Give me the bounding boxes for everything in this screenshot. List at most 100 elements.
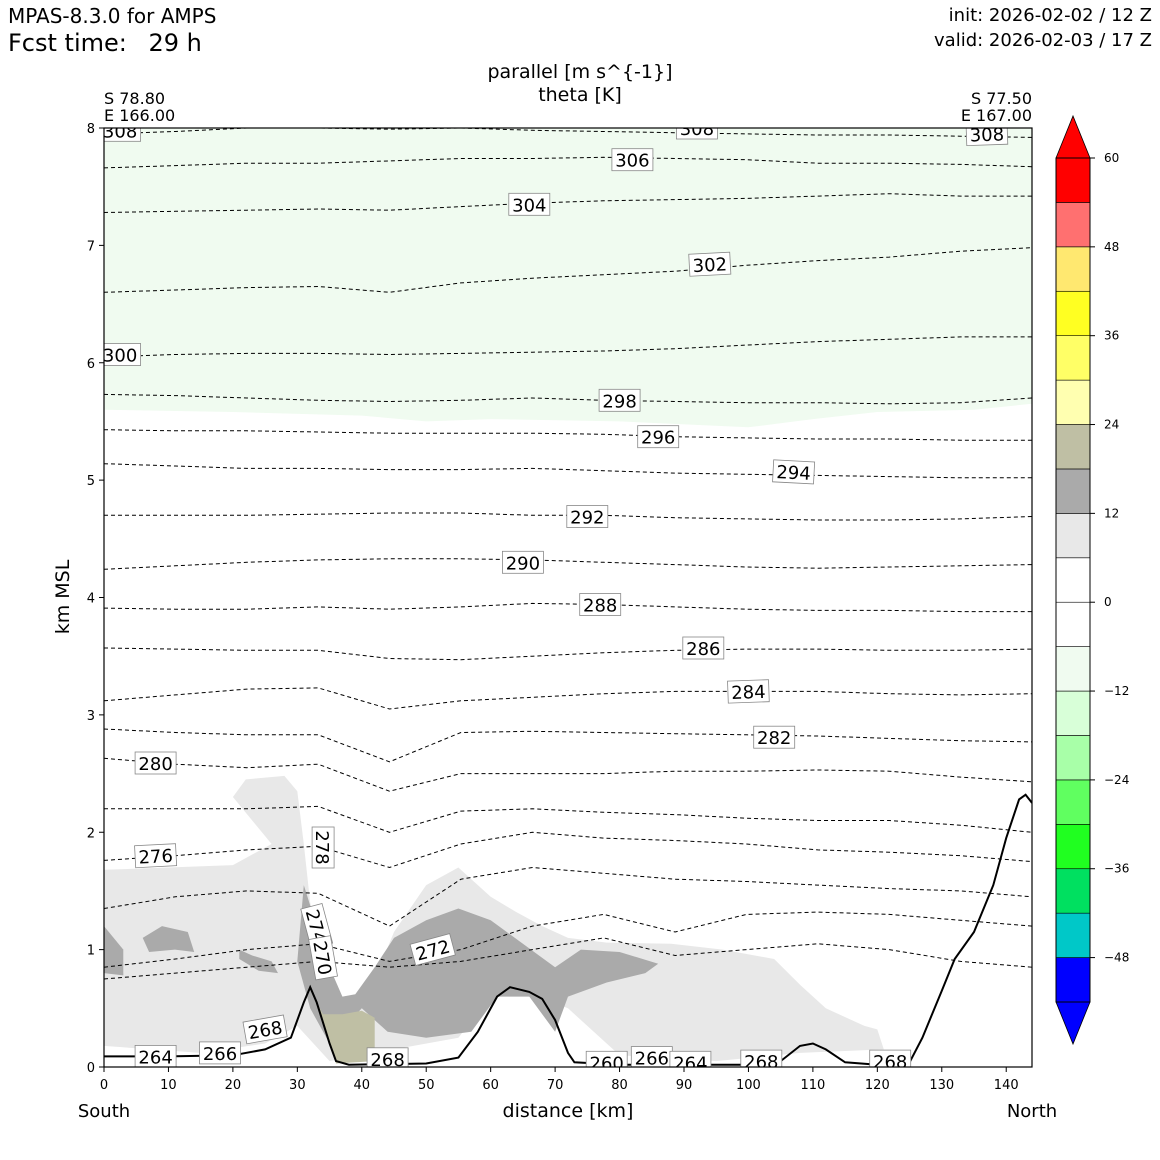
x-tick-label: 120 — [865, 1078, 890, 1093]
isentrope-286 — [104, 647, 1032, 661]
y-tick-label: 8 — [87, 122, 95, 137]
contour-label-278: 278 — [311, 826, 335, 869]
valid-time: valid: 2026-02-03 / 17 Z — [934, 30, 1152, 51]
colorbar-segment — [1055, 335, 1091, 381]
isentrope-282 — [104, 728, 1032, 763]
y-axis-ticks: 0 1 2 3 4 5 6 7 8 — [87, 122, 104, 1076]
colorbar-tick-label: 24 — [1104, 418, 1119, 432]
contour-label-304: 304 — [508, 192, 551, 216]
contour-label-266: 266 — [630, 1046, 673, 1067]
contour-label-272: 272 — [409, 933, 456, 967]
chart-title-line1: parallel [m s^{-1}] — [487, 61, 672, 83]
contour-label-292: 292 — [566, 505, 609, 529]
svg-text:306: 306 — [615, 151, 649, 172]
isentrope-276 — [104, 831, 1032, 869]
contour-label-294: 294 — [772, 459, 816, 485]
contour-label-296: 296 — [637, 425, 680, 449]
svg-text:264: 264 — [673, 1053, 707, 1074]
shade-dark-gray-core — [297, 885, 659, 1044]
svg-text:276: 276 — [138, 846, 173, 869]
contour-label-306: 306 — [611, 148, 654, 172]
x-tick-label: 110 — [800, 1078, 825, 1093]
x-end-label-north: North — [1007, 1101, 1057, 1122]
isentrope-302 — [104, 247, 1032, 293]
x-tick-label: 10 — [160, 1078, 177, 1093]
chart-title-line2: theta [K] — [538, 84, 622, 106]
contour-label-264: 264 — [134, 1045, 177, 1068]
colorbar-segment — [1055, 824, 1091, 870]
model-title: MPAS-8.3.0 for AMPS — [8, 4, 217, 28]
x-tick-label: 80 — [611, 1078, 628, 1093]
svg-text:280: 280 — [138, 754, 172, 775]
colorbar-segment — [1055, 424, 1091, 470]
contour-label-290: 290 — [502, 550, 544, 574]
svg-text:304: 304 — [512, 195, 546, 216]
isentrope-278 — [104, 805, 1032, 833]
colorbar-segment — [1055, 601, 1091, 647]
isentrope-298 — [104, 393, 1032, 405]
colorbar-segment — [1055, 779, 1091, 825]
svg-text:266: 266 — [203, 1044, 237, 1065]
colorbar-tick-label: 48 — [1104, 240, 1119, 254]
isentrope-288 — [104, 602, 1032, 613]
colorbar-segment — [1055, 912, 1091, 958]
right-point-lon: E 167.00 — [961, 106, 1032, 125]
colorbar-tick-label: 12 — [1104, 506, 1119, 520]
isentrope-280 — [104, 757, 1032, 792]
svg-text:282: 282 — [757, 728, 791, 749]
svg-text:286: 286 — [686, 639, 720, 660]
colorbar-segment — [1055, 246, 1091, 292]
svg-text:264: 264 — [138, 1047, 172, 1068]
isentrope-284 — [104, 687, 1032, 710]
svg-text:288: 288 — [583, 596, 617, 617]
isentrope-274 — [104, 866, 1032, 927]
contour-label-268: 268 — [740, 1049, 783, 1073]
colorbar-tick-label: 36 — [1104, 329, 1119, 343]
x-tick-label: 130 — [929, 1078, 954, 1093]
colorbar-segment — [1055, 290, 1091, 336]
contour-label-270: 270 — [308, 935, 338, 981]
isentrope-304 — [104, 193, 1032, 213]
colorbar-extend-max — [1055, 114, 1091, 159]
y-tick-label: 6 — [87, 357, 95, 372]
colorbar-tick-label: 60 — [1104, 151, 1119, 165]
colorbar: 60 48 36 24 12 0 −12 −24 −36 −48 — [1055, 114, 1129, 1046]
colorbar-segment — [1055, 379, 1091, 425]
svg-text:268: 268 — [744, 1052, 778, 1073]
colorbar-tick-label: −24 — [1104, 773, 1129, 787]
svg-text:292: 292 — [570, 508, 604, 529]
forecast-time-label: Fcst time: — [8, 29, 127, 57]
svg-text:284: 284 — [731, 682, 766, 704]
x-tick-label: 100 — [736, 1078, 761, 1093]
isentrope-272 — [104, 911, 1032, 968]
init-time: init: 2026-02-02 / 12 Z — [948, 5, 1152, 26]
svg-text:308: 308 — [969, 124, 1004, 146]
svg-text:296: 296 — [641, 428, 675, 449]
y-axis-label: km MSL — [52, 559, 74, 634]
right-point-lat: S 77.50 — [971, 89, 1032, 108]
contour-label-308: 308 — [965, 124, 1009, 146]
terrain-line — [104, 793, 1032, 1066]
isentrope-270 — [104, 937, 1032, 980]
x-tick-label: 50 — [418, 1078, 435, 1093]
shade-dark-gray-patch — [142, 926, 195, 952]
contour-label-280: 280 — [134, 751, 177, 775]
svg-text:268: 268 — [873, 1052, 907, 1073]
svg-text:268: 268 — [370, 1050, 404, 1071]
colorbar-tick-label: 0 — [1104, 595, 1112, 609]
y-tick-label: 4 — [87, 592, 95, 607]
colorbar-segment — [1055, 735, 1091, 781]
isentrope-308 — [104, 128, 1032, 138]
x-tick-label: 90 — [676, 1078, 693, 1093]
left-point-lon: E 166.00 — [104, 106, 175, 125]
contour-label-268: 268 — [366, 1047, 409, 1071]
x-tick-label: 30 — [289, 1078, 306, 1093]
colorbar-segment — [1055, 513, 1091, 559]
x-tick-label: 40 — [354, 1078, 371, 1093]
isentrope-300 — [104, 336, 1032, 358]
svg-text:308: 308 — [103, 121, 137, 142]
forecast-time: Fcst time: 29 h — [8, 29, 202, 57]
contour-label-308: 308 — [103, 121, 141, 142]
